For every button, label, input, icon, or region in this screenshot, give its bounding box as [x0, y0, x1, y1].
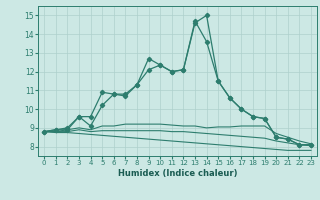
X-axis label: Humidex (Indice chaleur): Humidex (Indice chaleur)	[118, 169, 237, 178]
